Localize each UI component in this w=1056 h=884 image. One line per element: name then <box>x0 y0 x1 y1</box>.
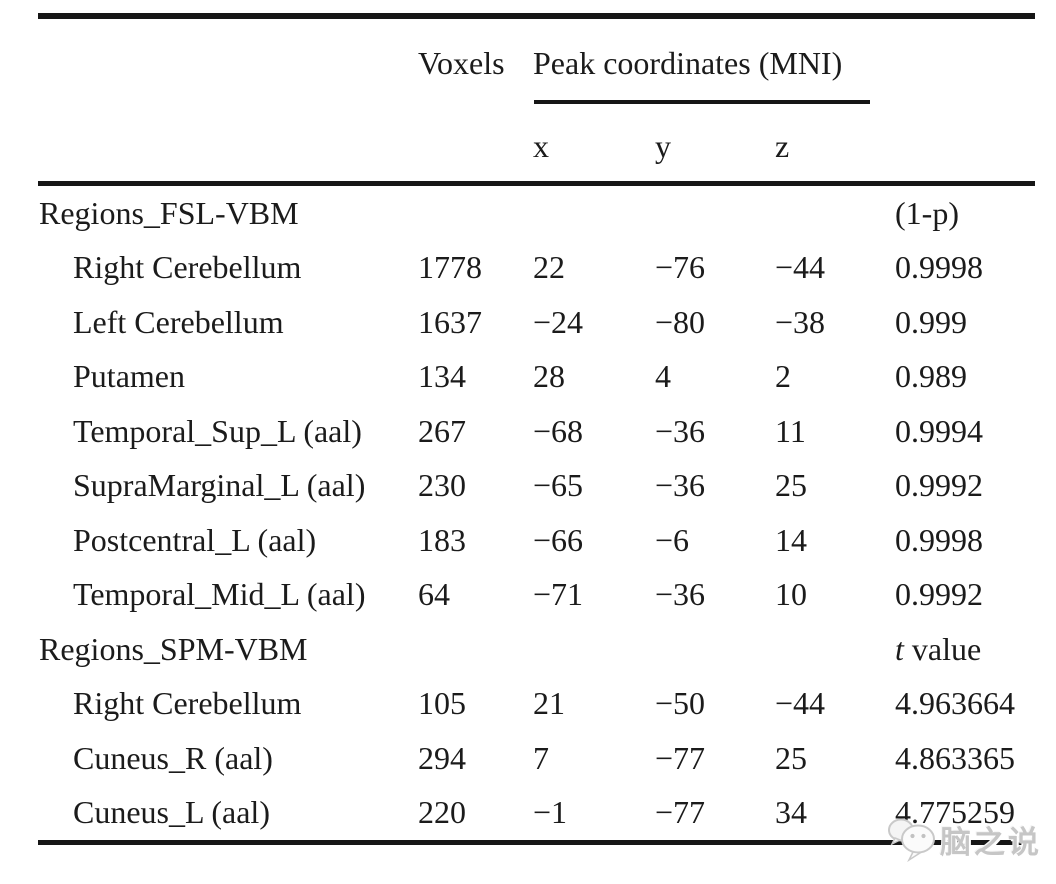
x-cell: 21 <box>533 685 565 722</box>
section-stat-label: t value <box>895 631 1035 668</box>
table-row: Temporal_Sup_L (aal) 267 −68 −36 11 0.99… <box>38 404 1035 459</box>
watermark-text: 脑之说 <box>940 824 1042 861</box>
x-cell: −66 <box>533 521 584 558</box>
z-cell: 34 <box>775 794 807 831</box>
table-body: Regions_FSL-VBM (1-p) Right Cerebellum 1… <box>38 186 1035 840</box>
voxels-cell: 220 <box>418 794 466 831</box>
stat-cell: 0.9998 <box>895 521 983 558</box>
col-header-z: z <box>775 127 790 164</box>
z-cell: 14 <box>775 521 807 558</box>
voxels-cell: 1637 <box>418 303 482 340</box>
table-row: Cuneus_R (aal) 294 7 −77 25 4.863365 <box>38 731 1035 786</box>
x-cell: 22 <box>533 249 565 286</box>
z-cell: −38 <box>775 303 826 340</box>
table-bottom-rule <box>38 840 1035 845</box>
region-cell: SupraMarginal_L (aal) <box>73 467 366 504</box>
table-row: Putamen 134 28 4 2 0.989 <box>38 350 1035 405</box>
stat-cell: 0.999 <box>895 303 967 340</box>
z-cell: −44 <box>775 249 826 286</box>
voxels-cell: 267 <box>418 412 466 449</box>
stat-cell: 4.963664 <box>895 685 1015 722</box>
voxels-cell: 230 <box>418 467 466 504</box>
y-cell: −50 <box>655 685 706 722</box>
stat-cell: 0.9994 <box>895 412 983 449</box>
stat-cell: 0.989 <box>895 358 967 395</box>
t-symbol: t <box>895 630 904 667</box>
region-cell: Temporal_Sup_L (aal) <box>73 412 362 449</box>
table-header-row-2: x y z <box>38 111 1035 181</box>
region-cell: Postcentral_L (aal) <box>73 521 317 558</box>
table-top-rule <box>38 13 1035 19</box>
col-header-voxels: Voxels <box>418 45 505 81</box>
y-cell: −77 <box>655 739 706 776</box>
stat-header-cell-empty <box>895 19 1035 111</box>
section-title: Regions_FSL-VBM <box>39 194 299 231</box>
z-cell: 25 <box>775 467 807 504</box>
y-cell: −77 <box>655 794 706 831</box>
z-cell: −44 <box>775 685 826 722</box>
table-row: Right Cerebellum 105 21 −50 −44 4.963664 <box>38 677 1035 732</box>
col-header-x: x <box>533 127 549 164</box>
region-cell: Cuneus_R (aal) <box>73 739 273 776</box>
y-cell: −6 <box>655 521 690 558</box>
y-cell: −36 <box>655 576 706 613</box>
x-cell: −68 <box>533 412 584 449</box>
x-cell: 7 <box>533 739 549 776</box>
y-cell: −76 <box>655 249 706 286</box>
header-divider-rule <box>38 181 1035 186</box>
z-cell: 2 <box>775 358 791 395</box>
x-cell: 28 <box>533 358 565 395</box>
y-cell: −80 <box>655 303 706 340</box>
stat-cell: 4.863365 <box>895 739 1015 776</box>
y-cell: −36 <box>655 467 706 504</box>
x-cell: −1 <box>533 794 568 831</box>
voxels-cell: 64 <box>418 576 450 613</box>
region-cell: Temporal_Mid_L (aal) <box>73 576 366 613</box>
chat-bubbles-logo-icon <box>887 816 939 862</box>
value-word: value <box>903 630 982 667</box>
results-table: Voxels Peak coordinates (MNI) x y z Regi… <box>38 13 1035 845</box>
stat-cell: 0.9992 <box>895 576 983 613</box>
x-cell: −65 <box>533 467 584 504</box>
x-cell: −24 <box>533 303 584 340</box>
region-cell: Left Cerebellum <box>73 303 284 340</box>
z-cell: 10 <box>775 576 807 613</box>
region-cell: Putamen <box>73 358 185 395</box>
region-cell: Right Cerebellum <box>73 249 302 286</box>
section-stat-label: (1-p) <box>895 194 959 231</box>
voxels-cell: 183 <box>418 521 466 558</box>
stat-cell: 0.9992 <box>895 467 983 504</box>
table-row: Cuneus_L (aal) 220 −1 −77 34 4.775259 <box>38 786 1035 841</box>
y-cell: −36 <box>655 412 706 449</box>
z-cell: 11 <box>775 412 806 449</box>
region-cell: Right Cerebellum <box>73 685 302 722</box>
table-row: Right Cerebellum 1778 22 −76 −44 0.9998 <box>38 241 1035 296</box>
col-header-y: y <box>655 127 671 164</box>
table-row: Temporal_Mid_L (aal) 64 −71 −36 10 0.999… <box>38 568 1035 623</box>
voxels-cell: 134 <box>418 358 466 395</box>
voxels-cell: 294 <box>418 739 466 776</box>
table-row: SupraMarginal_L (aal) 230 −65 −36 25 0.9… <box>38 459 1035 514</box>
table-row: Left Cerebellum 1637 −24 −80 −38 0.999 <box>38 295 1035 350</box>
voxels-cell: 105 <box>418 685 466 722</box>
y-cell: 4 <box>655 358 671 395</box>
stat-cell: 0.9998 <box>895 249 983 286</box>
section-title: Regions_SPM-VBM <box>39 630 308 667</box>
peak-group-underline <box>534 100 870 104</box>
voxels-cell: 1778 <box>418 249 482 286</box>
region-cell: Cuneus_L (aal) <box>73 794 270 831</box>
peak-coordinates-label: Peak coordinates (MNI) <box>533 45 843 81</box>
table-header-row-1: Voxels Peak coordinates (MNI) <box>38 19 1035 111</box>
stat-cell: 4.775259 <box>895 794 1015 831</box>
section-header-row: Regions_FSL-VBM (1-p) <box>38 186 1035 241</box>
region-header-cell-empty <box>38 19 418 111</box>
watermark: 脑之说 <box>887 816 1042 862</box>
z-cell: 25 <box>775 739 807 776</box>
section-header-row: Regions_SPM-VBM t value <box>38 622 1035 677</box>
col-header-peak-coordinates: Peak coordinates (MNI) <box>533 19 895 111</box>
x-cell: −71 <box>533 576 584 613</box>
table-row: Postcentral_L (aal) 183 −66 −6 14 0.9998 <box>38 513 1035 568</box>
